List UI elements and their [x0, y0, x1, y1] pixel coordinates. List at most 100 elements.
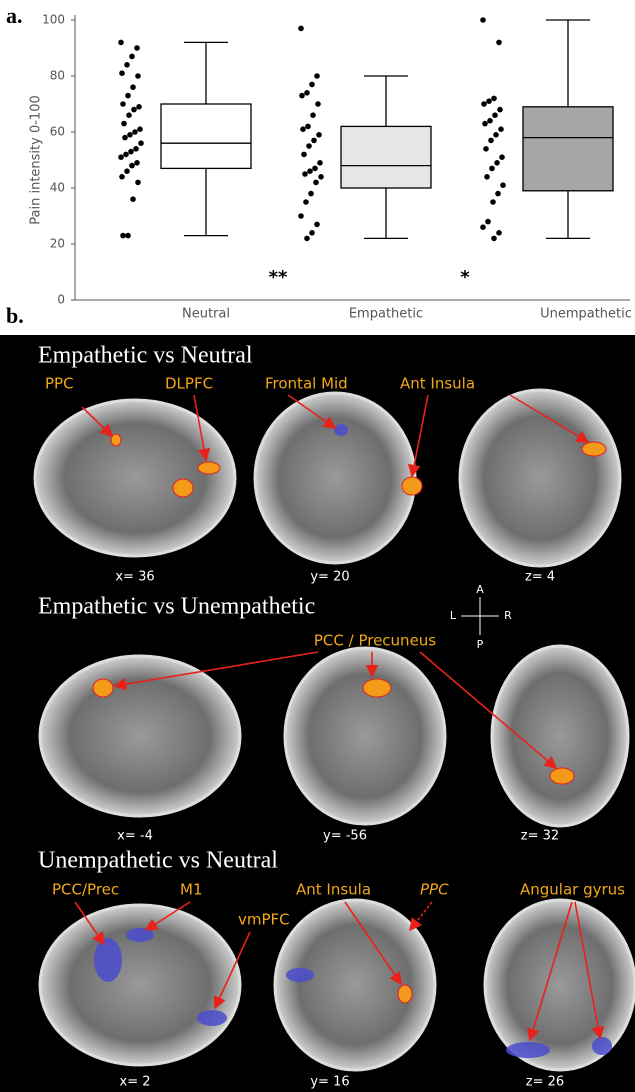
point: [311, 138, 317, 144]
region-label: Ant Insula: [296, 881, 371, 899]
point: [486, 98, 492, 104]
box: [341, 126, 431, 188]
box: [523, 107, 613, 191]
point: [497, 107, 503, 113]
point: [121, 121, 127, 127]
point: [310, 112, 316, 118]
point: [137, 126, 143, 132]
brain-image: [460, 390, 620, 566]
point: [482, 121, 488, 127]
point: [480, 17, 486, 23]
point: [314, 73, 320, 79]
compass-label: P: [477, 638, 484, 651]
point: [308, 191, 314, 197]
point: [309, 82, 315, 88]
point: [122, 135, 128, 141]
y-tick-label: 80: [50, 69, 65, 83]
point: [306, 143, 312, 149]
significance: **: [269, 267, 288, 288]
point: [129, 163, 135, 169]
coord-label: z= 26: [526, 1075, 564, 1090]
point: [125, 233, 131, 239]
activation: [398, 985, 412, 1003]
row-title: Empathetic vs Unempathetic: [38, 594, 315, 620]
point: [488, 138, 494, 144]
row-title: Unempathetic vs Neutral: [38, 848, 278, 874]
x-tick-label: Empathetic: [349, 307, 423, 322]
point: [485, 219, 491, 225]
region-label: PCC / Precuneus: [314, 632, 436, 650]
x-tick-label: Neutral: [182, 307, 230, 322]
activation: [506, 1042, 550, 1058]
y-tick-label: 100: [42, 13, 65, 27]
coord-label: z= 32: [521, 829, 559, 844]
activation: [111, 434, 121, 446]
point: [131, 107, 137, 113]
activation: [334, 424, 348, 436]
brain-image: [275, 900, 435, 1070]
point: [313, 180, 319, 186]
point: [495, 191, 501, 197]
box-chart: Pain intensity 0-100 020406080100Neutral…: [29, 13, 632, 322]
point: [491, 236, 497, 242]
point: [487, 118, 493, 124]
brain-image: [285, 648, 445, 824]
compass-label: L: [450, 609, 457, 622]
box: [161, 104, 251, 168]
coord-label: y= 20: [310, 570, 349, 585]
y-tick-label: 60: [50, 125, 65, 139]
activation: [126, 928, 154, 942]
point: [298, 213, 304, 219]
row-title: Empathetic vs Neutral: [38, 343, 253, 369]
point: [492, 112, 498, 118]
point: [132, 129, 138, 135]
point: [118, 154, 124, 160]
coord-label: x= -4: [117, 829, 153, 844]
brain-image: [485, 900, 635, 1070]
activation: [197, 1010, 227, 1026]
point: [298, 26, 304, 32]
point: [300, 126, 306, 132]
region-label: M1: [180, 881, 203, 899]
compass-label: R: [504, 609, 512, 622]
coord-label: y= -56: [323, 829, 367, 844]
activation: [363, 679, 391, 697]
point: [494, 160, 500, 166]
region-label: Angular gyrus: [520, 881, 625, 899]
point: [499, 154, 505, 160]
point: [314, 222, 320, 228]
region-label: Frontal Mid: [265, 375, 348, 393]
region-label: PPC: [45, 375, 74, 393]
activation: [550, 768, 574, 784]
point: [309, 230, 315, 236]
coord-label: x= 36: [115, 570, 154, 585]
point: [138, 140, 144, 146]
activation: [173, 479, 193, 497]
activation: [402, 477, 422, 495]
point: [133, 146, 139, 152]
coord-label: x= 2: [120, 1075, 151, 1090]
region-label: vmPFC: [238, 911, 290, 929]
point: [135, 73, 141, 79]
activation: [93, 679, 113, 697]
brain-image: [35, 400, 235, 556]
activation: [94, 938, 122, 982]
point: [483, 146, 489, 152]
point: [119, 70, 125, 76]
point: [498, 126, 504, 132]
point: [304, 236, 310, 242]
point: [317, 160, 323, 166]
point: [120, 233, 126, 239]
point: [126, 112, 132, 118]
panel-label: b.: [6, 303, 24, 328]
activation: [582, 442, 606, 456]
point: [135, 180, 141, 186]
brain-image: [255, 393, 415, 563]
y-tick-label: 0: [57, 293, 65, 307]
point: [489, 166, 495, 172]
brain-image: [492, 646, 628, 826]
activation: [592, 1037, 612, 1055]
point: [303, 199, 309, 205]
point: [304, 90, 310, 96]
point: [136, 104, 142, 110]
